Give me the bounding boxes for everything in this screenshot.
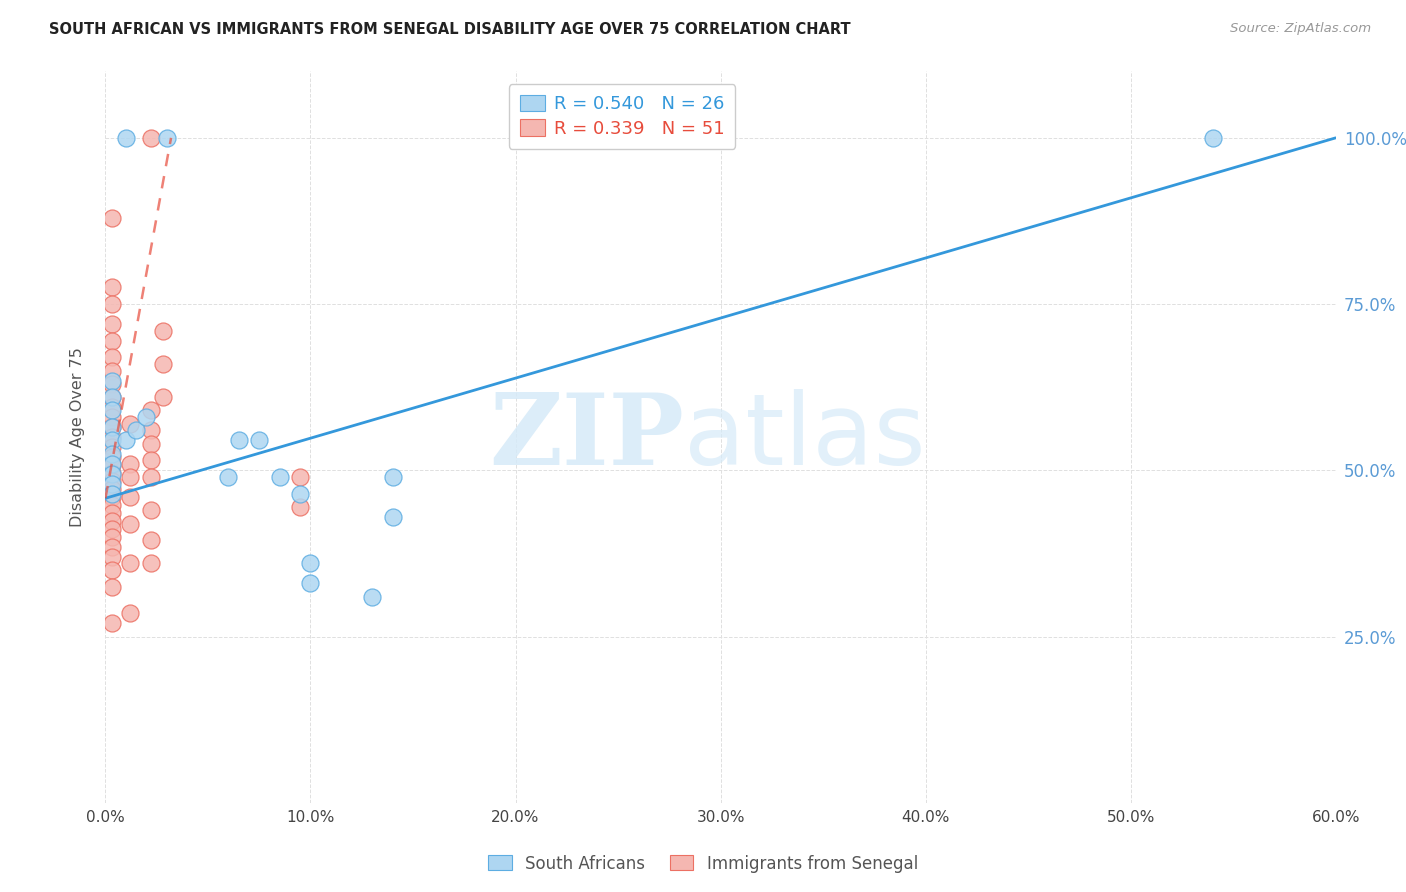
Point xyxy=(269,470,291,484)
Point xyxy=(100,390,122,404)
Point xyxy=(139,436,162,450)
Point xyxy=(100,434,122,448)
Point xyxy=(100,420,122,434)
Point xyxy=(290,486,312,500)
Point xyxy=(299,576,322,591)
Point xyxy=(139,533,162,548)
Point xyxy=(152,324,174,338)
Point xyxy=(100,616,122,631)
Point xyxy=(156,131,179,145)
Point xyxy=(381,509,404,524)
Point xyxy=(139,470,162,484)
Point xyxy=(100,430,122,444)
Point xyxy=(100,400,122,414)
Point xyxy=(228,434,250,448)
Point xyxy=(100,482,122,496)
Point xyxy=(152,390,174,404)
Point xyxy=(361,590,384,604)
Point xyxy=(120,516,141,531)
Point xyxy=(135,410,157,425)
Point xyxy=(139,424,162,438)
Text: atlas: atlas xyxy=(683,389,925,485)
Point xyxy=(100,440,122,454)
Point xyxy=(100,530,122,544)
Point xyxy=(120,457,141,471)
Point xyxy=(139,403,162,417)
Point xyxy=(100,457,122,471)
Point xyxy=(100,549,122,564)
Point xyxy=(152,357,174,371)
Point xyxy=(120,607,141,621)
Point xyxy=(100,363,122,377)
Point xyxy=(100,211,122,225)
Point xyxy=(100,490,122,504)
Point xyxy=(299,557,322,571)
Point xyxy=(100,447,122,461)
Point xyxy=(100,410,122,425)
Point xyxy=(139,557,162,571)
Point xyxy=(100,467,122,481)
Point xyxy=(115,131,138,145)
Point xyxy=(120,557,141,571)
Point xyxy=(115,434,138,448)
Point xyxy=(100,374,122,388)
Point xyxy=(1202,131,1225,145)
Point xyxy=(139,453,162,467)
Point xyxy=(218,470,240,484)
Text: ZIP: ZIP xyxy=(489,389,683,485)
Point xyxy=(100,420,122,434)
Point xyxy=(100,334,122,348)
Point xyxy=(100,403,122,417)
Point xyxy=(100,476,122,491)
Point xyxy=(100,580,122,594)
Point xyxy=(100,297,122,311)
Point xyxy=(100,498,122,512)
Point xyxy=(100,514,122,528)
Point xyxy=(100,563,122,577)
Point xyxy=(100,466,122,480)
Point xyxy=(290,500,312,514)
Point xyxy=(100,317,122,331)
Point xyxy=(100,450,122,464)
Point xyxy=(125,424,148,438)
Point xyxy=(100,351,122,365)
Point xyxy=(100,280,122,294)
Point xyxy=(100,376,122,391)
Point xyxy=(290,470,312,484)
Point xyxy=(100,390,122,404)
Text: Source: ZipAtlas.com: Source: ZipAtlas.com xyxy=(1230,22,1371,36)
Point xyxy=(120,490,141,504)
Point xyxy=(100,506,122,520)
Point xyxy=(100,522,122,536)
Point xyxy=(100,458,122,472)
Point xyxy=(120,417,141,431)
Point xyxy=(100,474,122,488)
Text: SOUTH AFRICAN VS IMMIGRANTS FROM SENEGAL DISABILITY AGE OVER 75 CORRELATION CHAR: SOUTH AFRICAN VS IMMIGRANTS FROM SENEGAL… xyxy=(49,22,851,37)
Point xyxy=(139,503,162,517)
Point xyxy=(100,540,122,554)
Y-axis label: Disability Age Over 75: Disability Age Over 75 xyxy=(70,347,84,527)
Legend: R = 0.540   N = 26, R = 0.339   N = 51: R = 0.540 N = 26, R = 0.339 N = 51 xyxy=(509,84,735,149)
Point xyxy=(381,470,404,484)
Point xyxy=(139,131,162,145)
Point xyxy=(247,434,270,448)
Legend: South Africans, Immigrants from Senegal: South Africans, Immigrants from Senegal xyxy=(481,848,925,880)
Point xyxy=(100,486,122,500)
Point xyxy=(120,470,141,484)
